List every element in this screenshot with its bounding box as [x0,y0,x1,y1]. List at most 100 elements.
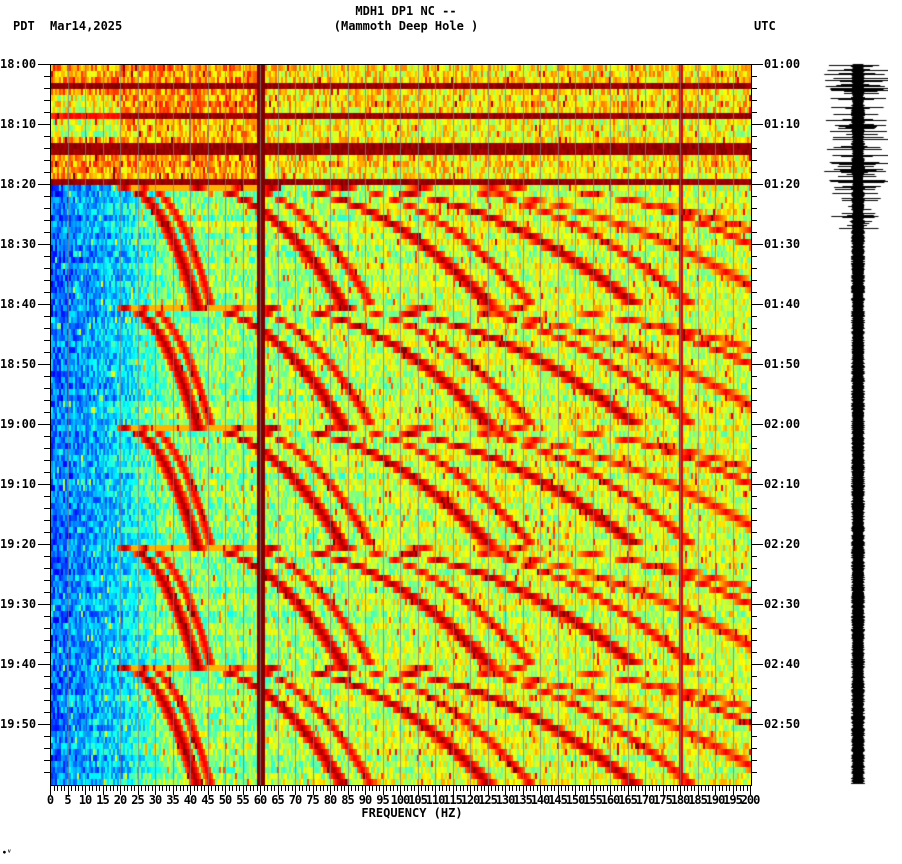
y-tick-right [751,592,757,593]
x-tick-minor [564,785,566,791]
x-tick-major [225,785,226,795]
y-tick-right [751,172,757,173]
y-tick-left [44,640,50,641]
y-tick-right [751,604,763,605]
x-tick-label: 160 [600,793,621,807]
y-tick-right [751,568,757,569]
y-tick-left [44,736,50,737]
x-tick-major [312,785,314,795]
x-tick-label: 165 [618,793,638,807]
x-tick-label: 105 [408,793,428,807]
x-tick-minor [127,785,128,791]
x-tick-minor [232,785,233,791]
x-tick-minor [186,785,188,791]
y-tick-left [38,244,50,245]
y-tick-left [44,436,50,437]
x-tick-minor [736,785,737,791]
y-tick-right [751,628,757,629]
x-tick-label: 195 [723,793,743,807]
x-tick-minor [162,785,163,791]
y-tick-label-left: 19:50 [0,717,37,731]
x-tick-minor [599,785,601,791]
y-tick-left [38,364,50,365]
x-tick-minor [123,785,125,791]
y-tick-left [44,688,50,689]
x-tick-label: 0 [46,793,54,807]
x-tick-major [277,785,279,795]
x-tick-minor [673,785,674,791]
x-tick-major [470,785,471,795]
y-tick-right [751,196,757,197]
x-tick-label: 30 [148,793,162,807]
x-tick-minor [221,785,223,791]
x-tick-minor [302,785,303,791]
y-tick-right [751,112,757,113]
x-tick-minor [379,785,380,791]
y-tick-right [751,700,757,701]
y-tick-left [44,100,50,101]
x-tick-major [382,785,384,795]
x-tick-major [67,785,69,795]
x-tick-major [435,785,436,795]
x-tick-minor [596,785,597,791]
y-tick-left [44,88,50,89]
y-tick-left [44,652,50,653]
y-tick-label-right: 02:40 [764,657,801,671]
y-tick-left [44,568,50,569]
y-tick-right [751,340,757,341]
x-tick-major [680,785,681,795]
x-tick-minor [421,785,422,791]
x-tick-minor [589,785,590,791]
y-tick-left [44,580,50,581]
x-tick-major [557,785,559,795]
date-label: Mar14,2025 [50,19,123,33]
y-tick-right [751,712,757,713]
x-tick-minor [603,785,604,791]
x-tick-minor [228,785,230,791]
x-tick-major [365,785,366,795]
x-tick-label: 175 [653,793,673,807]
x-tick-major [260,785,261,795]
x-tick-minor [704,785,706,791]
x-tick-minor [116,785,118,791]
x-tick-minor [57,785,58,791]
x-tick-minor [669,785,671,791]
x-tick-minor [267,785,268,791]
x-tick-minor [638,785,639,791]
y-tick-left [44,136,50,137]
y-tick-right [751,448,757,449]
x-tick-label: 125 [478,793,498,807]
y-tick-label-right: 02:20 [764,537,801,551]
y-tick-left [38,124,50,125]
x-tick-minor [239,785,240,791]
y-tick-right [751,352,757,353]
y-tick-left [44,388,50,389]
timezone-left-label: PDT [13,19,35,33]
y-tick-right [751,520,757,521]
x-tick-minor [204,785,205,791]
x-tick-minor [396,785,398,791]
x-tick-minor [491,785,492,791]
y-tick-left [44,592,50,593]
x-tick-minor [88,785,90,791]
y-tick-right [751,292,757,293]
x-tick-minor [543,785,545,791]
y-tick-right [751,664,763,665]
y-tick-right [751,460,757,461]
x-tick-minor [445,785,447,791]
x-tick-major [207,785,209,795]
x-tick-minor [197,785,198,791]
x-tick-label: 150 [565,793,586,807]
station-title: MDH1 DP1 NC -- [355,4,457,18]
y-tick-left [44,616,50,617]
x-tick-label: 110 [425,793,446,807]
y-tick-right [751,400,757,401]
x-tick-minor [578,785,580,791]
x-tick-label: 85 [341,793,354,807]
x-tick-minor [256,785,258,791]
y-tick-right [751,724,763,725]
x-tick-major [592,785,594,795]
x-tick-minor [652,785,653,791]
y-tick-label-right: 02:00 [764,417,801,431]
y-tick-right [751,676,757,677]
